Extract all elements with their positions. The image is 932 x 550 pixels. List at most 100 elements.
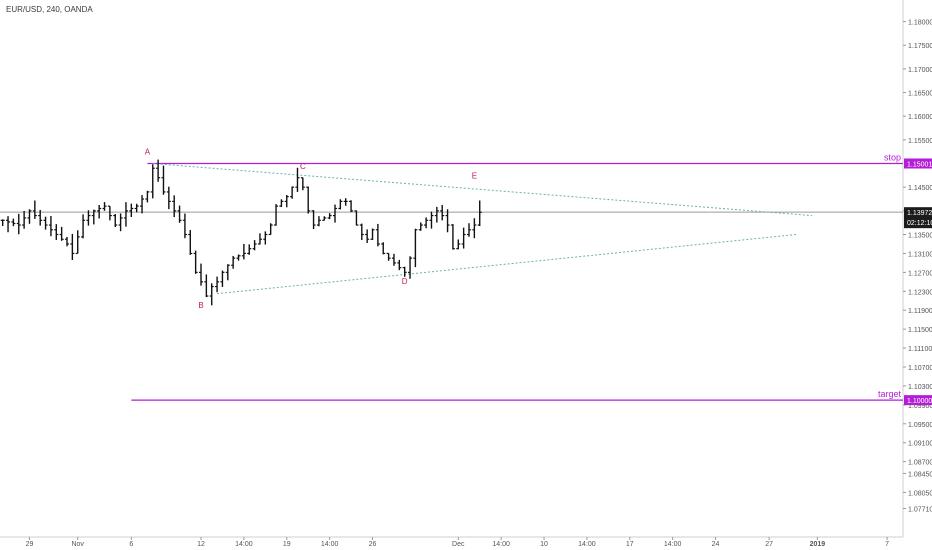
ohlc-bar bbox=[274, 204, 279, 226]
ohlc-bar bbox=[397, 259, 402, 271]
ohlc-bar bbox=[182, 213, 187, 239]
ohlc-bar bbox=[209, 283, 214, 306]
ohlc-bar bbox=[322, 216, 327, 221]
ohlc-bar bbox=[333, 204, 337, 223]
price-tick-label: 1.12700 bbox=[908, 270, 932, 277]
time-tick-label: 27 bbox=[765, 541, 773, 548]
time-tick-label: 19 bbox=[283, 541, 291, 548]
ohlc-bar bbox=[343, 198, 348, 206]
ohlc-bar bbox=[402, 266, 407, 277]
ohlc-bar bbox=[75, 230, 80, 255]
price-tick-label: 1.09500 bbox=[908, 422, 932, 429]
current-price-tag-label: 1.13972 bbox=[907, 210, 932, 217]
price-tick-label: 1.08450 bbox=[908, 471, 932, 478]
ohlc-bar bbox=[32, 200, 37, 219]
price-tick-label: 1.07710 bbox=[908, 507, 932, 514]
axis-lines bbox=[0, 0, 904, 538]
time-tick-label: 7 bbox=[885, 541, 889, 548]
ohlc-bar bbox=[188, 229, 193, 255]
price-tick-label: 1.14500 bbox=[908, 185, 932, 192]
time-tick-label: 14:00 bbox=[578, 541, 596, 548]
time-tick-label: 14:00 bbox=[321, 541, 339, 548]
time-axis[interactable]: 29 Nov 6 12 14:00 19 14:00 26 Dec 14:00 10 14:00 17 1… bbox=[26, 537, 890, 548]
time-tick-label: 14:00 bbox=[664, 541, 682, 548]
price-tick-label: 1.12300 bbox=[908, 289, 932, 296]
ohlc-bar bbox=[418, 222, 423, 231]
ohlc-bar bbox=[177, 205, 182, 223]
price-tick-label: 1.17000 bbox=[908, 67, 932, 74]
time-tick-label: 6 bbox=[129, 541, 133, 548]
ohlc-bar bbox=[59, 226, 64, 241]
price-tick-label: 1.08700 bbox=[908, 460, 932, 467]
target-level-label: target bbox=[878, 389, 902, 399]
ohlc-bar bbox=[472, 218, 477, 239]
ohlc-bar bbox=[97, 204, 102, 219]
ohlc-bar bbox=[150, 164, 155, 199]
price-tick-label: 1.10300 bbox=[908, 384, 932, 391]
wave-label-e: E bbox=[472, 172, 477, 181]
ohlc-bar bbox=[145, 190, 150, 203]
ohlc-bar bbox=[193, 250, 198, 274]
ohlc-bar bbox=[113, 213, 118, 228]
ohlc-bar bbox=[161, 165, 166, 195]
ohlc-bar bbox=[156, 159, 161, 182]
price-tick-label: 1.11100 bbox=[908, 346, 932, 353]
ohlc-bar bbox=[375, 223, 380, 247]
ohlc-bar bbox=[295, 167, 300, 192]
ohlc-bar bbox=[257, 233, 262, 245]
ohlc-bar bbox=[70, 233, 75, 260]
ohlc-bar bbox=[413, 228, 418, 268]
ohlc-bar bbox=[450, 224, 455, 250]
ohlc-bar bbox=[0, 219, 5, 226]
ohlc-bar bbox=[38, 209, 43, 226]
time-tick-label: Nov bbox=[71, 541, 84, 548]
ohlc-bar bbox=[199, 263, 203, 286]
time-tick-label: 12 bbox=[197, 541, 205, 548]
ohlc-bar bbox=[22, 210, 27, 229]
price-tick-label: 1.13500 bbox=[908, 233, 932, 240]
symbol-title: EUR/USD, 240, OANDA bbox=[6, 5, 93, 14]
trendline bbox=[152, 163, 813, 217]
wave-label-a: A bbox=[145, 148, 151, 157]
ohlc-bar bbox=[284, 194, 289, 208]
ohlc-bar bbox=[445, 209, 450, 233]
target-price-tag bbox=[904, 395, 932, 406]
ohlc-bar bbox=[43, 216, 48, 230]
ohlc-bar bbox=[134, 203, 139, 213]
price-tick-label: 1.15500 bbox=[908, 138, 932, 145]
price-tick-label: 1.10700 bbox=[908, 365, 932, 372]
ohlc-bar bbox=[279, 199, 284, 208]
ohlc-bar bbox=[290, 186, 295, 199]
ohlc-bar bbox=[456, 239, 461, 250]
current-price-tag bbox=[904, 207, 932, 229]
ohlc-bar bbox=[129, 203, 134, 218]
ohlc-bar bbox=[241, 243, 246, 260]
ohlc-bar bbox=[311, 210, 316, 230]
ohlc-bar bbox=[65, 236, 69, 247]
price-tick-label: 1.11500 bbox=[908, 327, 932, 334]
ohlc-bar bbox=[220, 270, 225, 287]
ohlc-bar bbox=[316, 216, 321, 227]
price-tick-label: 1.11900 bbox=[908, 308, 932, 315]
trendlines bbox=[152, 163, 813, 295]
price-axis[interactable]: 1.18000 1.17500 1.17000 1.16500 1.16000 1.155… bbox=[903, 20, 932, 514]
time-tick-label: 2019 bbox=[810, 541, 826, 548]
ohlc-bar bbox=[467, 223, 471, 237]
wave-labels: A B C D E bbox=[145, 148, 477, 310]
ohlc-bar bbox=[370, 228, 375, 240]
ohlc-bar bbox=[91, 209, 96, 225]
price-tick-label: 1.13100 bbox=[908, 251, 932, 258]
ohlc-bar bbox=[386, 252, 391, 261]
price-tick-label: 1.08050 bbox=[908, 490, 932, 497]
price-tick-label: 1.17500 bbox=[908, 43, 932, 50]
price-tick-label: 1.16500 bbox=[908, 91, 932, 98]
ohlc-bar bbox=[118, 213, 123, 232]
ohlc-bar bbox=[408, 256, 413, 279]
ohlc-bar bbox=[461, 227, 466, 249]
ohlc-bar bbox=[215, 276, 220, 293]
price-tick-label: 1.09100 bbox=[908, 441, 932, 448]
ohlc-bar bbox=[365, 229, 370, 243]
stop-price-tag bbox=[904, 158, 932, 169]
ohlc-bar bbox=[6, 216, 11, 233]
